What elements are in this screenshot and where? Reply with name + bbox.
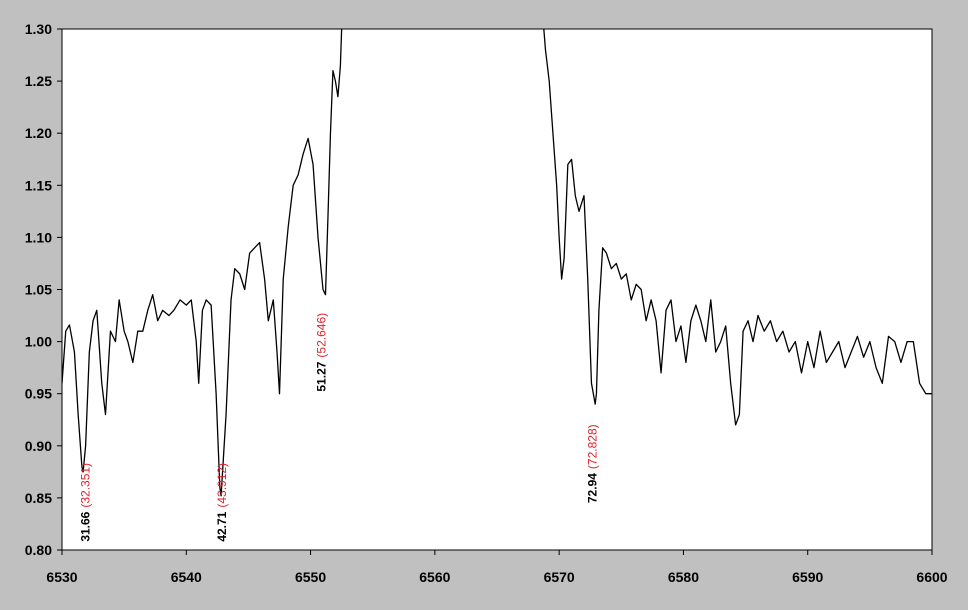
line-annotation: 72.94 (72.828) xyxy=(585,424,599,503)
x-tick-label: 6560 xyxy=(419,569,450,585)
line-annotation: 42.71 (43.912) xyxy=(215,463,229,542)
annotation-reference: (32.351) xyxy=(78,463,92,508)
y-tick-label: 0.95 xyxy=(25,386,52,402)
y-tick-label: 1.15 xyxy=(25,177,52,193)
series-group xyxy=(62,29,932,497)
y-tick-label: 0.80 xyxy=(25,542,52,558)
annotation-reference: (43.912) xyxy=(215,463,229,508)
line-annotation: 31.66 (32.351) xyxy=(78,463,92,542)
annotation-observed: 72.94 xyxy=(585,473,599,503)
x-tick-label: 6540 xyxy=(171,569,202,585)
y-tick-label: 0.85 xyxy=(25,490,52,506)
annotation-observed: 51.27 xyxy=(314,361,328,391)
annotation-reference: (72.828) xyxy=(585,424,599,469)
line-annotation: 51.27 (52.646) xyxy=(314,313,328,392)
annotation-group: 31.66 (32.351) 42.71 (43.912) 51.27 (52.646) 7… xyxy=(78,313,599,542)
y-tick-label: 1.10 xyxy=(25,229,52,245)
x-tick-label: 6550 xyxy=(295,569,326,585)
x-axis: 6530 6540 6550 6560 6570 6580 6590 6600 xyxy=(46,550,948,585)
y-tick-label: 1.05 xyxy=(25,282,52,298)
plot-area xyxy=(61,28,933,551)
x-tick-label: 6530 xyxy=(46,569,77,585)
y-tick-label: 0.90 xyxy=(25,438,52,454)
y-axis: 0.80 0.85 0.90 0.95 1.00 1.05 1.10 1.15 1.20 1.25… xyxy=(25,21,62,558)
annotation-observed: 42.71 xyxy=(215,511,229,541)
annotation-observed: 31.66 xyxy=(78,511,92,541)
x-tick-label: 6590 xyxy=(792,569,823,585)
x-tick-label: 6600 xyxy=(916,569,947,585)
y-tick-label: 1.25 xyxy=(25,73,52,89)
spectrum-series-line-1 xyxy=(62,29,343,497)
x-tick-label: 6580 xyxy=(668,569,699,585)
y-tick-label: 1.00 xyxy=(25,334,52,350)
spectrum-series-line-2 xyxy=(543,29,932,426)
y-tick-label: 1.30 xyxy=(25,21,52,37)
x-tick-label: 6570 xyxy=(544,569,575,585)
annotation-reference: (52.646) xyxy=(314,313,328,358)
y-tick-label: 1.20 xyxy=(25,125,52,141)
